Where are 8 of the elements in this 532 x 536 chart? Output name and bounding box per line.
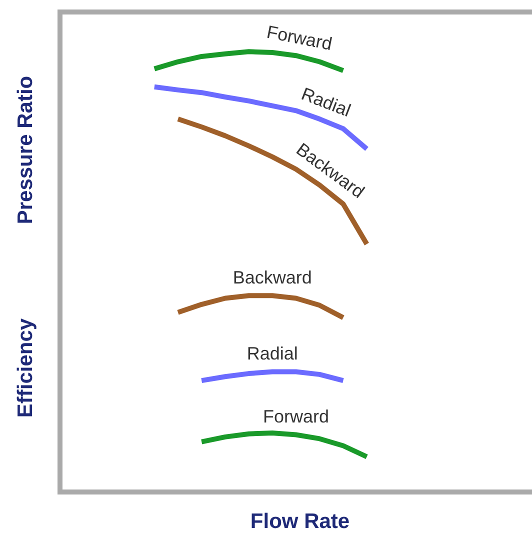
text: Forward [265,22,334,54]
y-axis-title: Pressure Ratio [14,76,38,224]
text: Efficiency [14,318,38,418]
x-axis-title: Flow Rate [250,510,350,534]
series-label: Radial [246,344,298,364]
series-label: Backward [232,268,312,288]
text: Radial [298,84,354,121]
series-label: Forward [262,406,330,427]
